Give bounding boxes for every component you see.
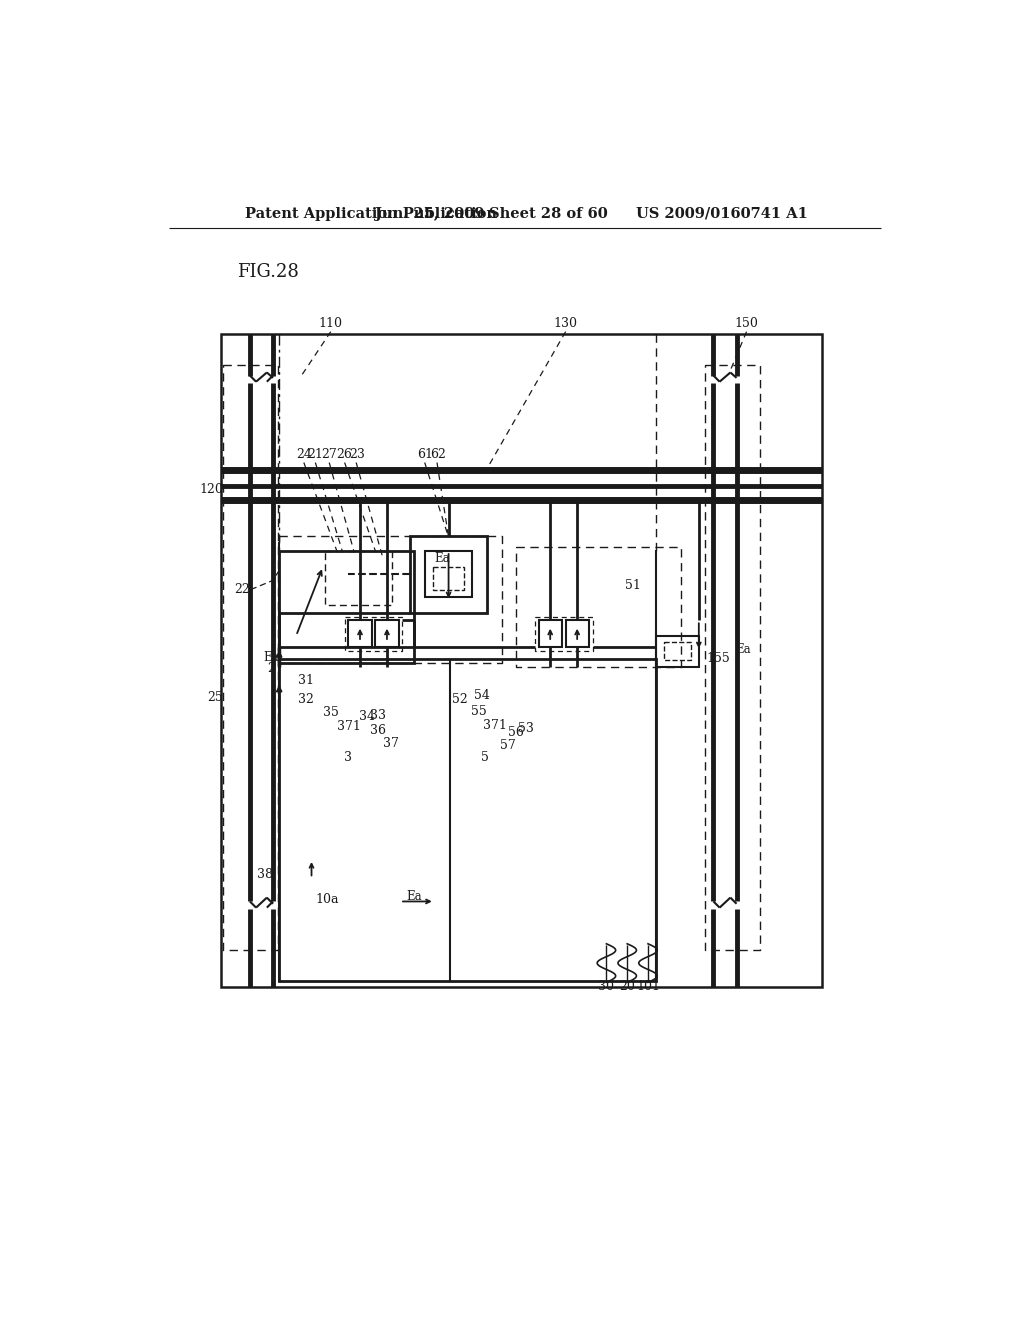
Text: 120: 120 xyxy=(199,483,223,496)
Text: 371: 371 xyxy=(483,719,507,733)
Text: Ea: Ea xyxy=(263,651,280,664)
Text: 32: 32 xyxy=(298,693,314,706)
Text: 22: 22 xyxy=(234,583,250,597)
Text: 30: 30 xyxy=(598,979,614,993)
Text: Ea: Ea xyxy=(735,643,752,656)
Text: 38: 38 xyxy=(257,869,273,880)
Text: 24: 24 xyxy=(296,449,311,462)
Text: Ea: Ea xyxy=(435,552,451,565)
Text: 56: 56 xyxy=(508,726,523,739)
Text: 52: 52 xyxy=(453,693,468,706)
Bar xyxy=(425,552,472,597)
Text: 27: 27 xyxy=(322,449,337,462)
Bar xyxy=(665,642,691,660)
Text: 57: 57 xyxy=(500,739,516,751)
Text: 20: 20 xyxy=(620,979,635,993)
Text: 371: 371 xyxy=(337,721,361,733)
Text: 10a: 10a xyxy=(315,894,339,907)
Bar xyxy=(221,334,822,987)
Text: 110: 110 xyxy=(318,317,343,330)
Text: 130: 130 xyxy=(554,317,578,330)
Text: 21: 21 xyxy=(307,449,324,462)
Text: 35: 35 xyxy=(323,706,339,719)
Text: Ea: Ea xyxy=(407,890,422,903)
Text: Jun. 25, 2009: Jun. 25, 2009 xyxy=(375,207,484,220)
Bar xyxy=(280,659,656,981)
Bar xyxy=(565,620,589,647)
Bar xyxy=(348,620,372,647)
Text: FIG.28: FIG.28 xyxy=(237,264,299,281)
Text: 25: 25 xyxy=(207,690,223,704)
Bar xyxy=(539,620,562,647)
Text: 2: 2 xyxy=(267,663,275,676)
Text: 55: 55 xyxy=(471,705,486,718)
Bar xyxy=(433,566,464,590)
Text: 23: 23 xyxy=(349,449,365,462)
Text: Sheet 28 of 60: Sheet 28 of 60 xyxy=(489,207,608,220)
Text: 26: 26 xyxy=(337,449,352,462)
Bar xyxy=(280,552,414,663)
Text: 61: 61 xyxy=(418,449,433,462)
Bar xyxy=(376,620,398,647)
Text: 34: 34 xyxy=(359,710,375,723)
Text: 36: 36 xyxy=(370,723,386,737)
Bar xyxy=(656,636,698,667)
Text: 33: 33 xyxy=(370,709,386,722)
Text: 51: 51 xyxy=(625,579,641,593)
Bar xyxy=(410,536,487,612)
Text: 37: 37 xyxy=(383,737,398,750)
Text: 62: 62 xyxy=(430,449,445,462)
Text: 3: 3 xyxy=(344,751,351,764)
Text: 150: 150 xyxy=(734,317,759,330)
Text: US 2009/0160741 A1: US 2009/0160741 A1 xyxy=(636,207,808,220)
Text: 31: 31 xyxy=(298,675,314,686)
Text: 101: 101 xyxy=(637,979,660,993)
Text: 5: 5 xyxy=(481,751,488,764)
Text: 53: 53 xyxy=(518,722,534,735)
Text: Patent Application Publication: Patent Application Publication xyxy=(245,207,497,220)
Text: 54: 54 xyxy=(474,689,489,702)
Text: 155: 155 xyxy=(707,652,730,665)
